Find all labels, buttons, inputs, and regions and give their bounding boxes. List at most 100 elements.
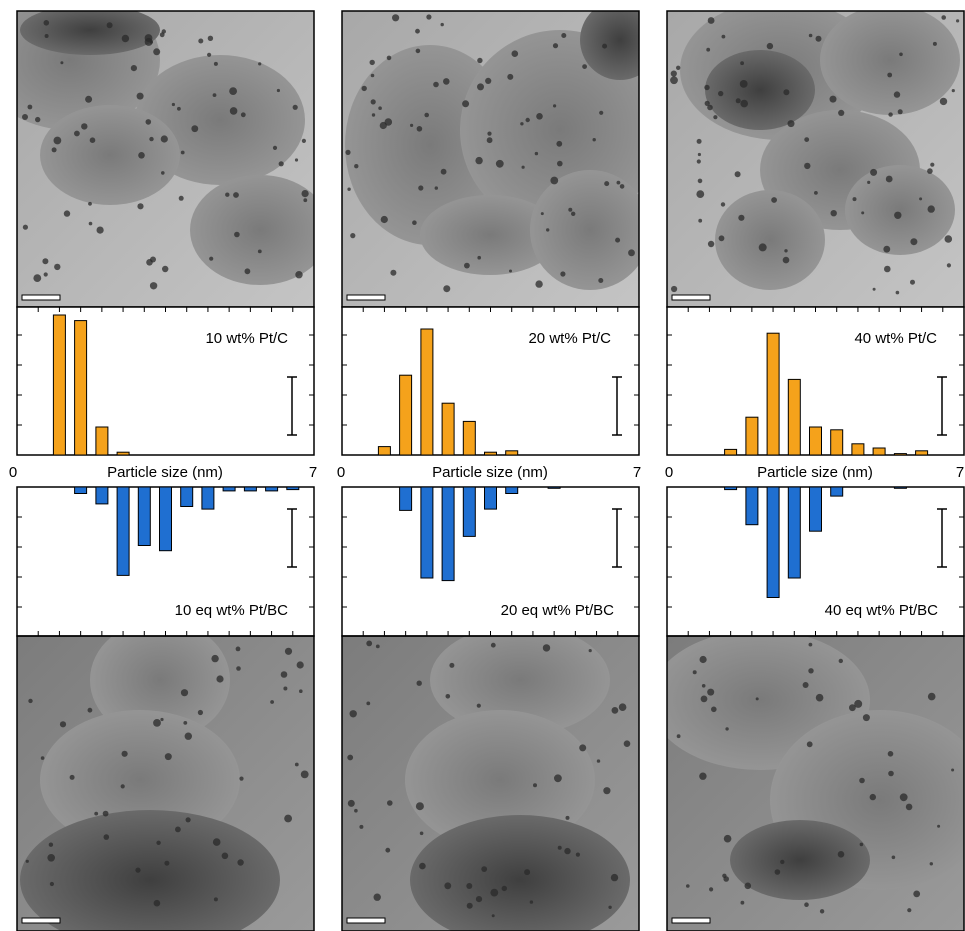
particle-dot [913, 890, 921, 898]
particle-dot [927, 168, 933, 174]
bar [52, 314, 66, 456]
micrograph-top-middle [342, 11, 639, 307]
particle-dot [390, 269, 397, 276]
particle-dot [476, 703, 481, 708]
particle-dot [603, 787, 611, 795]
particle-dot [696, 138, 702, 144]
particle-dot [212, 838, 221, 846]
particle-dot [89, 137, 96, 143]
particle-dot [175, 826, 181, 833]
particle-dot [280, 671, 288, 678]
particle-dot [686, 884, 690, 888]
particle-dot [533, 783, 537, 788]
particle-dot [571, 211, 576, 216]
particle-dot [671, 285, 678, 293]
particle-dot [74, 130, 80, 137]
bar [441, 486, 455, 582]
particle-dot [888, 112, 893, 117]
label-40wt-pt-c: 40 wt% Pt/C [854, 330, 937, 347]
particle-dot [303, 198, 308, 203]
particle-dot [410, 123, 414, 127]
particle-dot [477, 255, 482, 260]
particle-dot [426, 14, 432, 20]
particle-dot [887, 751, 894, 757]
bar [441, 402, 455, 456]
particle-dot [392, 14, 400, 22]
particle-dot [707, 104, 713, 111]
particle-dot [375, 644, 380, 649]
particle-dot [234, 231, 240, 238]
particle-dot [783, 89, 790, 96]
particle-dot [162, 265, 169, 273]
label-10wt-pt-c: 10 wt% Pt/C [205, 330, 288, 347]
particle-dot [774, 869, 781, 875]
particle-dot [160, 135, 168, 143]
particle-dot [556, 140, 563, 147]
particle-dot [40, 756, 45, 760]
particle-dot [149, 136, 154, 142]
particle-dot [707, 240, 715, 248]
particle-dot [884, 265, 891, 273]
scale-bar-bottom-1 [346, 917, 386, 924]
particle-dot [713, 115, 718, 120]
particle-dot [440, 22, 444, 27]
particle-dot [159, 32, 165, 38]
particle-dot [838, 658, 843, 664]
particle-dot [347, 754, 354, 761]
particle-dot [808, 642, 813, 647]
particle-dot [466, 902, 473, 909]
particle-dot [720, 202, 726, 207]
bar [745, 486, 759, 526]
bar [787, 486, 801, 579]
particle-dot [511, 50, 519, 57]
particle-dot [301, 138, 306, 143]
x-tick-max-right: 7 [956, 464, 964, 481]
scale-bars [21, 294, 711, 924]
frame-hist-upper-1 [341, 306, 640, 456]
particle-dot [462, 100, 470, 108]
particle-dot [444, 882, 452, 890]
particle-dot [424, 112, 430, 118]
particle-dot [706, 47, 711, 52]
particle-dot [525, 117, 530, 123]
bar [766, 332, 780, 456]
particle-dot [213, 61, 218, 66]
scale-bar-bottom-2 [671, 917, 711, 924]
particle-dot [676, 65, 681, 71]
particle-dot [28, 698, 33, 704]
particle-dot [373, 893, 381, 901]
particle-dot [354, 808, 358, 813]
particle-dot [370, 99, 376, 105]
particle-dot [258, 62, 262, 66]
particle-dot [804, 162, 811, 170]
particle-dot [94, 811, 99, 816]
particle-dot [475, 896, 483, 903]
particle-dot [216, 675, 224, 683]
bar [399, 374, 413, 456]
particle-dot [623, 740, 631, 747]
particle-dot [755, 697, 759, 701]
particle-dot [207, 52, 212, 57]
bar [809, 486, 822, 532]
label-10eq-pt-bc: 10 eq wt% Pt/BC [175, 602, 289, 619]
particle-dot [35, 116, 41, 123]
particle-dot [300, 770, 309, 779]
particle-dot [54, 263, 61, 271]
particle-dot [96, 226, 104, 234]
particle-dot [568, 207, 573, 212]
particle-dot [183, 721, 188, 725]
particle-dot [490, 642, 496, 648]
particle-dot [197, 709, 203, 716]
particle-dot [369, 59, 375, 66]
particle-dot [138, 152, 145, 159]
particle-dot [735, 98, 741, 104]
particle-dot [782, 256, 790, 264]
particle-dot [696, 190, 705, 199]
particle-dot [237, 859, 244, 866]
bar [851, 443, 865, 456]
particle-dot [758, 243, 767, 252]
particle-dot [852, 197, 857, 202]
particle-dot [561, 33, 567, 38]
bar [484, 451, 497, 456]
particle-dot [929, 862, 933, 866]
